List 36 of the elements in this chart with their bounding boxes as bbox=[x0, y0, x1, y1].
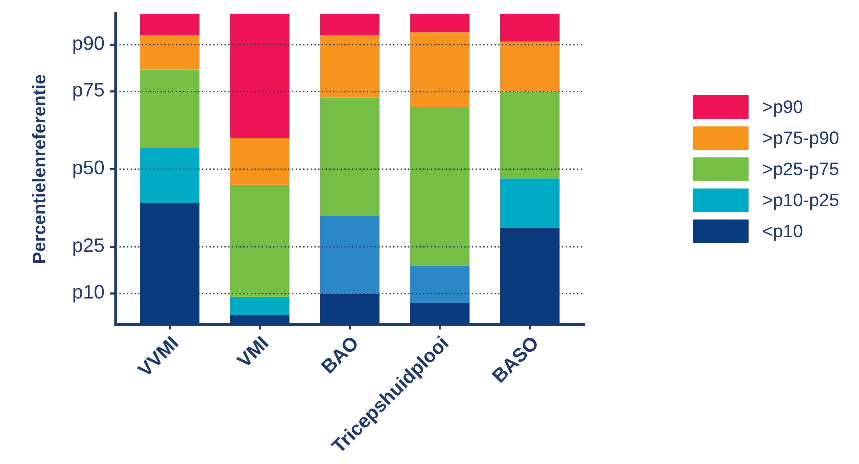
legend-label: <p10 bbox=[764, 224, 803, 242]
bar bbox=[500, 42, 560, 92]
bar bbox=[500, 178, 560, 228]
bar bbox=[320, 36, 380, 98]
bar bbox=[500, 228, 560, 325]
ref-line-label: p10 bbox=[74, 285, 104, 303]
bar bbox=[140, 148, 200, 204]
bar bbox=[140, 204, 200, 325]
bar bbox=[410, 14, 470, 33]
bar bbox=[230, 184, 290, 297]
bar bbox=[500, 92, 560, 179]
bar bbox=[140, 36, 200, 70]
legend-label: >p90 bbox=[764, 100, 803, 117]
legend-label: >p75-p90 bbox=[764, 132, 839, 148]
ref-line-label: p25 bbox=[74, 238, 104, 256]
x-tick-label: VMI bbox=[236, 336, 270, 369]
bar bbox=[140, 14, 200, 36]
bar bbox=[320, 216, 380, 294]
bar bbox=[410, 32, 470, 108]
ref-line-label: p50 bbox=[74, 160, 104, 178]
bar bbox=[410, 107, 470, 266]
bar bbox=[320, 98, 380, 216]
bar bbox=[230, 138, 290, 185]
y-axis-title: Percentielenreferentie bbox=[32, 75, 46, 263]
ref-line-label: p90 bbox=[74, 36, 104, 54]
bar bbox=[500, 14, 560, 42]
ref-line-label: p75 bbox=[74, 83, 104, 101]
bar bbox=[230, 14, 290, 138]
bar bbox=[230, 296, 290, 316]
legend-label: >p25-p75 bbox=[764, 162, 839, 180]
bar bbox=[410, 303, 470, 325]
bar bbox=[320, 294, 380, 325]
bar bbox=[140, 70, 200, 148]
legend-label: >p10-p25 bbox=[764, 194, 839, 210]
bar bbox=[410, 266, 470, 304]
bar bbox=[320, 14, 380, 36]
